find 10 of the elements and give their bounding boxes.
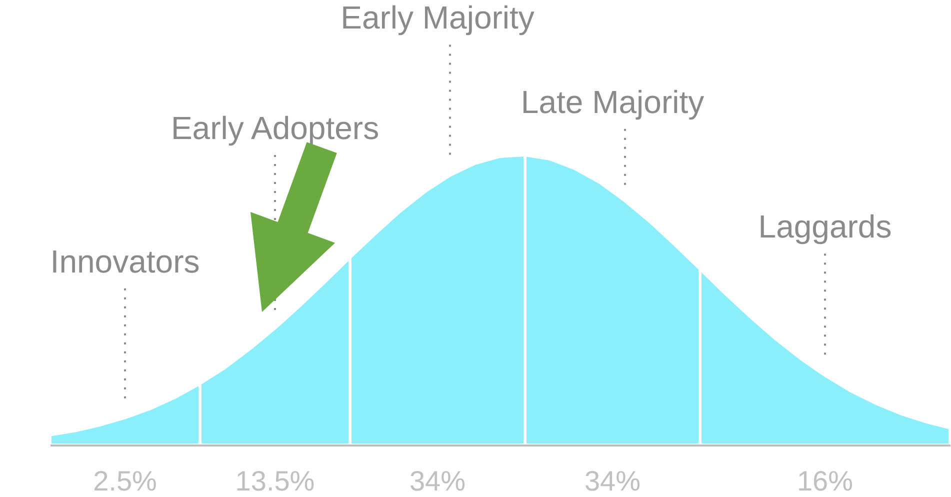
text: 34% (584, 466, 641, 497)
text: 2.5% (93, 466, 157, 497)
series-label: Laggards (758, 208, 892, 244)
text: Innovators (50, 243, 200, 280)
text: Early Majority (340, 0, 534, 36)
text: 13.5% (235, 466, 315, 497)
text: 34% (409, 466, 466, 497)
text: 16% (796, 466, 854, 497)
series-label: Late Majority (520, 84, 704, 120)
text: Early Adopters (170, 110, 380, 146)
